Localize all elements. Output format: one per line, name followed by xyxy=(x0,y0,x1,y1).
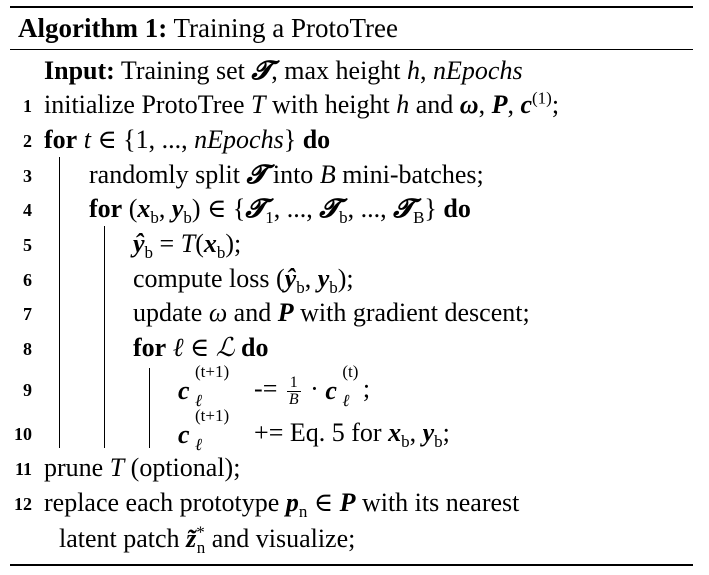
line-number: 1 xyxy=(23,96,32,116)
header-rule xyxy=(10,49,693,50)
line-number: 5 xyxy=(23,235,32,255)
keyword-do: do xyxy=(302,125,331,154)
line-number: 3 xyxy=(23,166,32,186)
keyword-do: do xyxy=(443,194,471,223)
algorithm-line-3: randomly split 𝓣 into B mini-batches; xyxy=(89,160,484,189)
keyword-for: for xyxy=(89,194,123,223)
algorithm-line-12-continuation: latent patch z̃*n and visualize; xyxy=(59,522,356,558)
algorithm-line-6: compute loss (ŷb, yb); xyxy=(133,264,354,298)
keyword-for: for xyxy=(44,125,78,154)
line-number: 6 xyxy=(23,270,32,290)
line-number: 4 xyxy=(23,200,32,220)
input-line: Input: Training set 𝓣, max height h, nEp… xyxy=(44,56,523,85)
algorithm-line-8: for ℓ ∈ ℒ do xyxy=(133,333,269,362)
keyword-for: for xyxy=(133,333,167,362)
algorithm-line-11: prune T (optional); xyxy=(44,453,241,482)
input-label: Input: xyxy=(44,56,115,85)
line-number: 10 xyxy=(14,424,32,444)
line-number: 9 xyxy=(23,380,32,400)
algorithm-label: Algorithm 1: xyxy=(18,13,168,43)
algorithm-line-10: c (t+1) ℓ += Eq. 5 for xb, yb; xyxy=(178,406,450,455)
block-bar-inner xyxy=(149,368,150,448)
line-number: 7 xyxy=(23,304,32,324)
algorithm-line-4: for (xb, yb) ∈ {𝓣1, ..., 𝓣b, ..., 𝓣B} do xyxy=(89,194,471,228)
keyword-do: do xyxy=(241,333,269,362)
algorithm-line-1: initialize ProtoTree T with height h and… xyxy=(44,88,560,119)
block-bar-outer xyxy=(59,157,60,448)
line-number: 12 xyxy=(14,494,32,514)
algorithm-line-5: ŷb = T(xb); xyxy=(133,229,242,263)
block-bar-middle xyxy=(104,226,105,448)
algorithm-line-7: update ω and P with gradient descent; xyxy=(133,298,530,327)
algorithm-line-12: replace each prototype pn ∈ P with its n… xyxy=(44,488,520,522)
line-number: 11 xyxy=(14,459,32,479)
line-number: 8 xyxy=(23,339,32,359)
bottom-rule xyxy=(10,564,693,566)
algorithm-header: Algorithm 1: Training a ProtoTree xyxy=(18,12,398,44)
algorithm-title: Training a ProtoTree xyxy=(173,13,399,43)
line-number: 2 xyxy=(23,131,32,151)
top-rule xyxy=(10,6,693,8)
algorithm-line-2: for t ∈ {1, ..., nEpochs} do xyxy=(44,125,331,154)
